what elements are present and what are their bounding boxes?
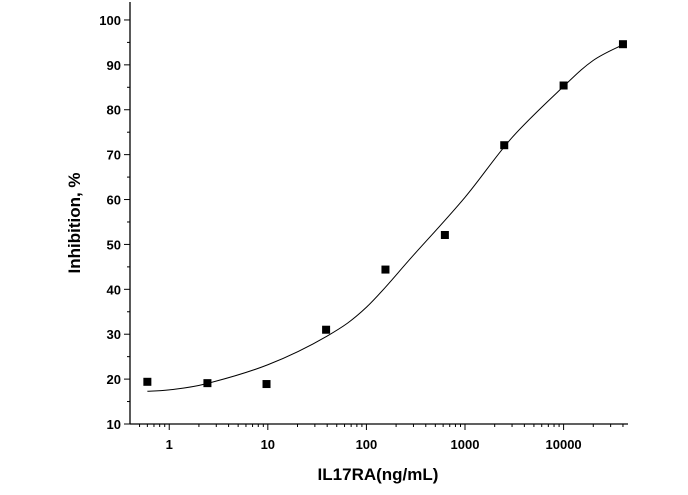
fit-curve — [147, 44, 624, 392]
data-point — [440, 230, 449, 239]
x-tick-label: 1000 — [451, 437, 480, 452]
y-tick-label: 100 — [99, 13, 121, 28]
y-axis-label: Inhibition, % — [65, 172, 84, 273]
x-axis-label: IL17RA(ng/mL) — [318, 465, 439, 484]
x-tick-label: 100 — [356, 437, 378, 452]
y-tick-label: 70 — [107, 148, 121, 163]
x-tick-label: 1 — [166, 437, 173, 452]
data-point — [381, 265, 390, 274]
x-tick-label: 10 — [261, 437, 275, 452]
y-tick-label: 20 — [107, 372, 121, 387]
data-point — [500, 141, 509, 150]
data-point — [143, 377, 152, 386]
data-point — [262, 380, 271, 389]
y-tick-label: 60 — [107, 193, 121, 208]
data-point — [203, 379, 212, 388]
y-tick-label: 10 — [107, 417, 121, 432]
y-tick-label: 40 — [107, 282, 121, 297]
data-point — [322, 325, 331, 334]
x-tick-label: 10000 — [546, 437, 582, 452]
data-point — [618, 40, 627, 49]
y-tick-label: 50 — [107, 237, 121, 252]
data-points — [143, 40, 627, 389]
data-point — [559, 81, 568, 90]
y-tick-label: 30 — [107, 327, 121, 342]
y-tick-label: 80 — [107, 103, 121, 118]
y-tick-label: 90 — [107, 58, 121, 73]
